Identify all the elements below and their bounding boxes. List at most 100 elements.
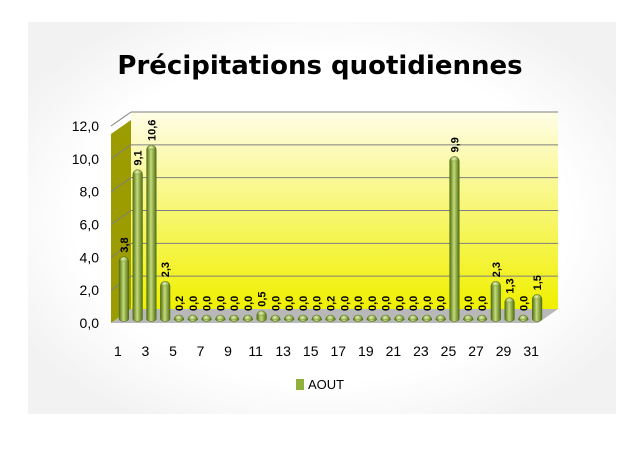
bar-day-3	[146, 144, 157, 322]
x-tick-label: 15	[303, 343, 319, 359]
bar-day-25	[449, 156, 460, 322]
bar-day-20	[380, 314, 391, 322]
bar-cap	[175, 315, 183, 321]
bar-day-26	[463, 314, 474, 322]
bar-day-24	[435, 314, 446, 322]
data-label: 2,3	[160, 262, 172, 277]
bar-cap	[464, 315, 472, 321]
data-label: 0,0	[408, 296, 420, 311]
bar-day-22	[408, 314, 419, 322]
bar-cap	[478, 315, 486, 321]
data-label: 0,0	[312, 296, 324, 311]
x-tick-label: 1	[114, 343, 122, 359]
y-tick-label: 10,0	[72, 151, 99, 167]
grid-line	[110, 242, 132, 258]
bar-cap	[134, 170, 142, 175]
bar-cap	[327, 315, 334, 321]
y-tick-label: 6,0	[80, 217, 100, 233]
bar-body	[118, 256, 129, 322]
x-tick-label: 27	[468, 343, 484, 359]
data-label: 0,0	[394, 296, 406, 311]
bar-cap	[189, 315, 197, 321]
bar-day-14	[297, 314, 309, 322]
y-tick-label: 8,0	[80, 184, 100, 200]
x-tick-label: 11	[248, 343, 263, 359]
x-tick-label: 3	[142, 343, 150, 359]
bar-body	[490, 281, 501, 322]
bar-day-2	[132, 169, 143, 322]
bar-cap	[258, 311, 266, 316]
x-tick-label: 21	[386, 343, 402, 359]
grid-line	[110, 144, 132, 160]
data-label: 0,0	[436, 296, 448, 311]
bar-body	[504, 297, 515, 322]
bar-cap	[272, 315, 279, 321]
bar-day-30	[518, 314, 529, 322]
bar-cap	[409, 315, 417, 321]
bar-day-6	[187, 314, 198, 322]
bar-day-18	[352, 314, 364, 322]
chart-title: Précipitations quotidiennes	[117, 51, 522, 81]
bar-cap	[244, 315, 252, 321]
bar-cap	[492, 281, 500, 287]
bar-cap	[368, 315, 376, 321]
bar-day-8	[215, 314, 226, 322]
bar-body	[449, 156, 460, 322]
bar-day-17	[339, 314, 350, 322]
bar-cap	[354, 315, 362, 321]
bar-day-12	[270, 314, 281, 322]
bar-day-16	[325, 314, 336, 322]
data-label: 0,2	[326, 296, 338, 311]
data-label: 10,6	[146, 120, 158, 141]
bar-day-29	[504, 297, 515, 322]
x-tick-label: 9	[224, 343, 232, 359]
data-label: 0,0	[284, 296, 296, 311]
data-label: 0,0	[202, 296, 214, 311]
bar-day-23	[421, 314, 432, 322]
data-label: 0,0	[298, 296, 310, 311]
x-tick-label: 17	[330, 343, 346, 359]
x-tick-label: 19	[358, 343, 374, 359]
bar-cap	[395, 315, 403, 321]
data-label: 9,1	[133, 150, 145, 165]
bar-cap	[285, 315, 293, 321]
legend-label-aout: AOUT	[308, 377, 344, 392]
bar-cap	[203, 315, 210, 321]
data-label: 0,0	[353, 296, 365, 311]
bar-day-15	[311, 314, 322, 322]
data-label: 0,0	[229, 296, 241, 311]
bar-cap	[161, 281, 169, 287]
data-label: 0,0	[381, 296, 393, 311]
x-tick-label: 29	[496, 343, 512, 359]
x-tick-label: 23	[413, 343, 429, 359]
data-label: 2,3	[491, 262, 503, 277]
data-label: 1,3	[505, 278, 517, 293]
data-label: 0,0	[422, 296, 434, 311]
bar-cap	[148, 145, 155, 151]
grid-line	[110, 111, 132, 127]
bar-cap	[313, 315, 321, 321]
bar-day-11	[256, 310, 267, 322]
x-tick-label: 7	[197, 343, 205, 359]
legend: AOUT	[296, 377, 344, 392]
bar-day-10	[242, 314, 253, 322]
bar-day-28	[490, 281, 501, 322]
bar-cap	[519, 315, 527, 321]
data-label: 0,2	[174, 296, 186, 311]
bar-cap	[340, 315, 348, 321]
bar-day-21	[394, 314, 405, 322]
bar-cap	[216, 315, 224, 321]
grid-line	[110, 177, 132, 193]
bar-day-1	[118, 256, 129, 322]
grid-line	[110, 210, 132, 225]
x-tick-label: 5	[169, 343, 177, 359]
bar-cap	[437, 315, 445, 321]
y-tick-label: 4,0	[80, 249, 100, 265]
data-label: 0,0	[477, 296, 489, 311]
bar-body	[532, 294, 543, 322]
x-tick-label: 13	[275, 343, 291, 359]
data-label: 3,8	[119, 237, 131, 252]
y-tick-label: 2,0	[80, 282, 100, 298]
